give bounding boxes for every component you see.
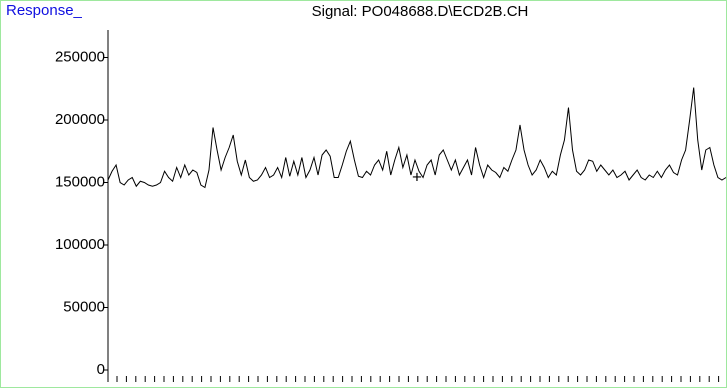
y-tick-label: 100000 (55, 236, 105, 253)
y-tick-label: 200000 (55, 111, 105, 128)
y-tick-label: 250000 (55, 48, 105, 65)
y-tick-label: 50000 (63, 298, 105, 315)
y-tick-label: 0 (97, 361, 105, 378)
cursor-cross: + (412, 167, 422, 186)
signal-trace (107, 87, 727, 189)
y-tick-label: 150000 (55, 173, 105, 190)
y-axis-label: Response_ (6, 2, 83, 19)
chart-title: Signal: PO048688.D\ECD2B.CH (312, 3, 529, 20)
